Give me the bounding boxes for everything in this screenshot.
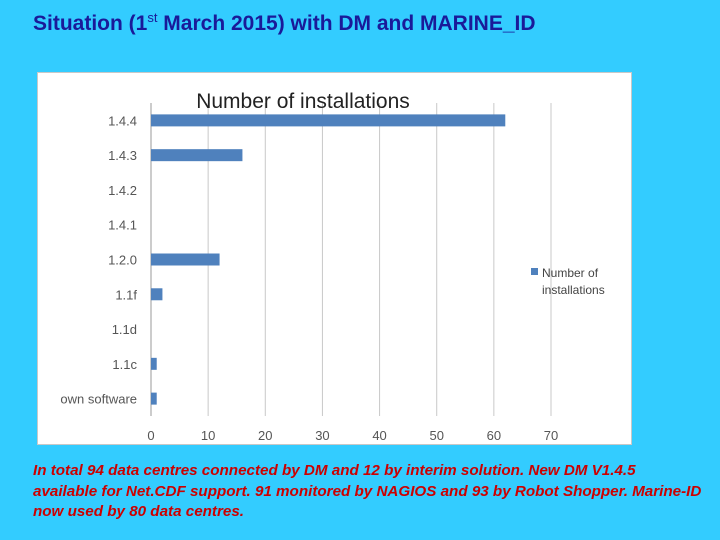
- category-label: 1.4.2: [108, 183, 137, 198]
- x-tick-label: 60: [487, 428, 501, 443]
- bar-chart: own software 1.1c 1.1d 1.1f 1.2.0 1.4.1 1.4.2 1…: [37, 72, 632, 445]
- title-superscript: st: [147, 10, 158, 25]
- category-label: 1.1c: [112, 357, 137, 372]
- x-tick-label: 20: [258, 428, 272, 443]
- category-label: 1.4.1: [108, 218, 137, 233]
- slide-title: Situation (1st March 2015) with DM and M…: [33, 10, 536, 36]
- title-post: March 2015) with DM and MARINE_ID: [157, 12, 536, 35]
- bar-own-software: [151, 392, 157, 405]
- category-label: 1.1f: [115, 287, 137, 302]
- bar-1-4-4: [151, 114, 506, 127]
- bars: [151, 114, 506, 405]
- x-tick-label: 50: [429, 428, 443, 443]
- x-tick-label: 10: [201, 428, 215, 443]
- x-tick-label: 40: [372, 428, 386, 443]
- legend-label-line2: installations: [542, 283, 605, 297]
- legend-label-line1: Number of: [542, 266, 599, 280]
- title-pre: Situation (1: [33, 12, 148, 35]
- bar-1-2-0: [151, 253, 220, 266]
- x-tick-labels: 0 10 20 30 40 50 60 70: [147, 428, 558, 443]
- bar-1-1f: [151, 288, 163, 301]
- chart-title: Number of installations: [196, 90, 410, 113]
- category-labels: own software 1.1c 1.1d 1.1f 1.2.0 1.4.1 1.4.2 1…: [60, 113, 137, 406]
- legend: Number of installations: [531, 266, 605, 297]
- caption: In total 94 data centres connected by DM…: [33, 462, 702, 520]
- bar-1-4-3: [151, 149, 243, 162]
- bar-1-1c: [151, 357, 157, 370]
- category-label: 1.4.3: [108, 148, 137, 163]
- legend-swatch: [531, 268, 538, 275]
- category-label: own software: [60, 392, 137, 407]
- category-label: 1.2.0: [108, 253, 137, 268]
- legend-label: Number of installations: [542, 266, 605, 297]
- x-tick-label: 0: [147, 428, 154, 443]
- category-label: 1.4.4: [108, 113, 137, 128]
- category-label: 1.1d: [112, 322, 137, 337]
- x-tick-label: 70: [544, 428, 558, 443]
- x-tick-label: 30: [315, 428, 329, 443]
- chart-svg: own software 1.1c 1.1d 1.1f 1.2.0 1.4.1 1.4.2 1…: [60, 90, 605, 443]
